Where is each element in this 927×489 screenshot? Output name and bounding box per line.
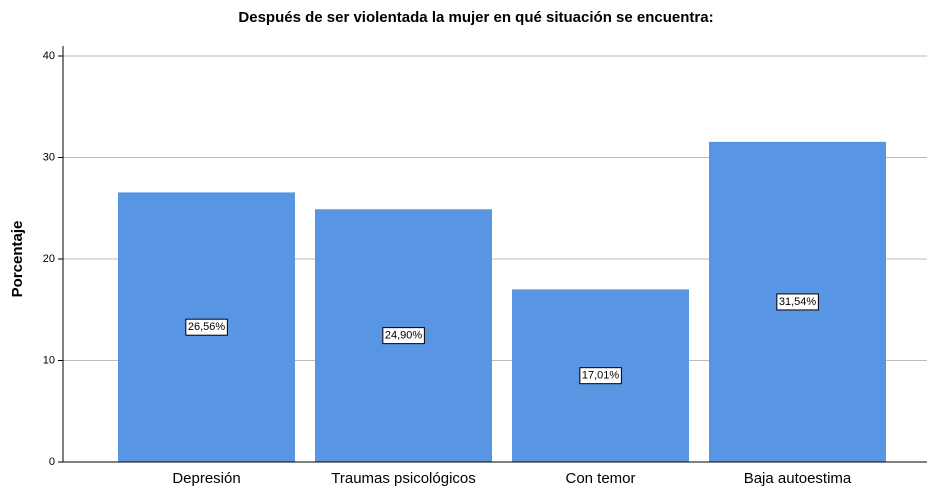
value-label: 31,54% (779, 296, 817, 308)
y-tick-label: 30 (43, 151, 55, 163)
value-label: 17,01% (582, 370, 620, 382)
x-tick-label: Depresión (172, 470, 240, 487)
y-tick-label: 20 (43, 253, 55, 265)
value-label: 24,90% (385, 330, 423, 342)
value-label-box (579, 367, 622, 385)
value-label: 26,56% (188, 321, 226, 333)
y-tick-label: 0 (49, 456, 55, 468)
value-label-box (776, 293, 819, 311)
y-axis-label: Porcentaje (9, 221, 26, 298)
value-label-box (185, 318, 228, 336)
x-tick-label: Traumas psicológicos (331, 470, 476, 487)
x-tick-label: Con temor (565, 470, 635, 487)
y-tick-label: 10 (43, 354, 55, 366)
x-tick-label: Baja autoestima (744, 470, 852, 487)
value-label-box (382, 327, 425, 345)
chart-title: Después de ser violentada la mujer en qu… (238, 9, 713, 26)
y-tick-label: 40 (43, 50, 55, 62)
